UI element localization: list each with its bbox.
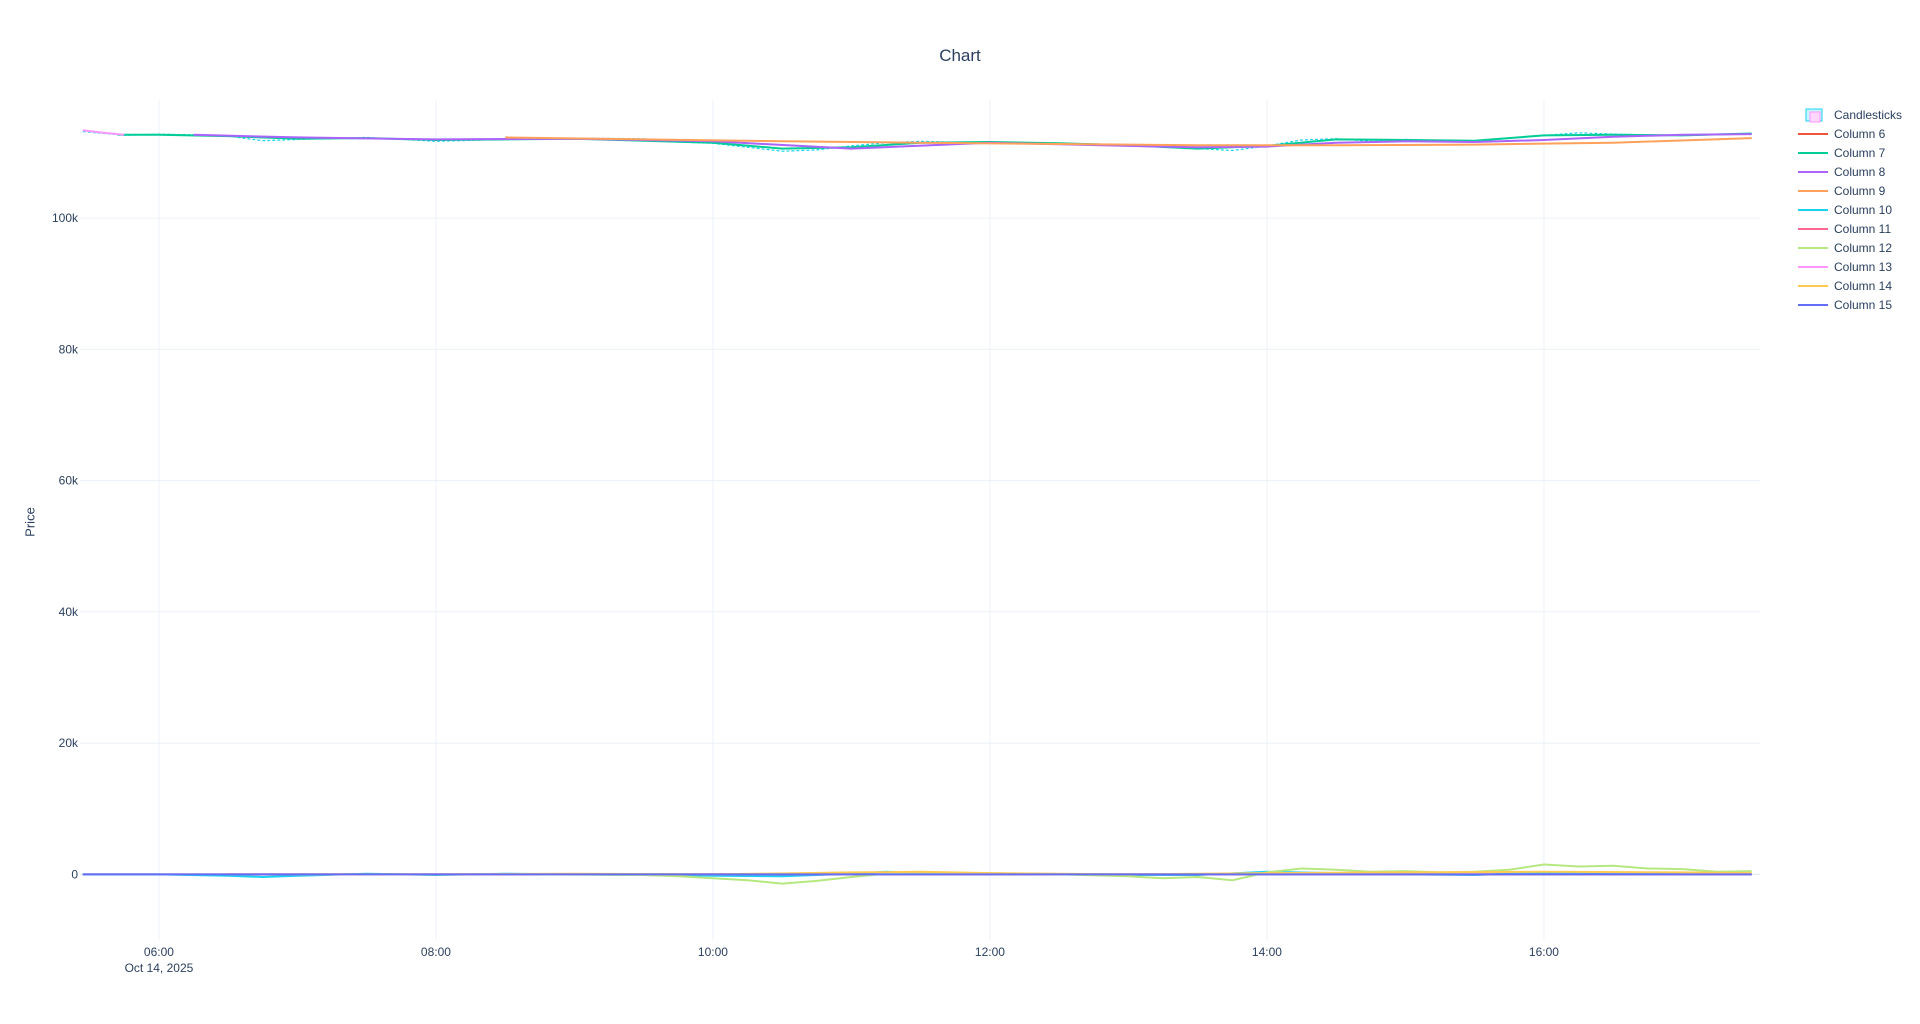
series-layer: [82, 129, 1752, 885]
legend-label: Column 15: [1834, 298, 1892, 312]
x-tick-label: 16:00: [1529, 945, 1559, 959]
legend-item[interactable]: Column 15: [1798, 298, 1892, 312]
x-tick-label: 14:00: [1252, 945, 1282, 959]
legend-item[interactable]: Column 11: [1798, 222, 1891, 236]
y-tick-label: 40k: [59, 605, 79, 619]
legend: Candlesticks Column 6 Column 7 Column 8 Colu…: [1798, 108, 1902, 312]
legend-label: Column 14: [1834, 279, 1892, 293]
legend-label: Column 7: [1834, 146, 1886, 160]
y-tick-label: 0: [71, 867, 78, 881]
series-line-column-13[interactable]: [82, 129, 125, 136]
legend-item[interactable]: Candlesticks: [1805, 108, 1902, 123]
x-tick-label: 10:00: [698, 945, 728, 959]
series-line-column-9[interactable]: [505, 136, 1752, 147]
legend-item[interactable]: Column 6: [1798, 127, 1886, 141]
legend-label: Column 13: [1834, 260, 1892, 274]
x-date-label: Oct 14, 2025: [125, 961, 194, 975]
chart-title: Chart: [939, 46, 981, 65]
legend-item[interactable]: Column 12: [1798, 241, 1892, 255]
legend-item[interactable]: Column 13: [1798, 260, 1892, 274]
legend-label: Column 10: [1834, 203, 1892, 217]
legend-item[interactable]: Column 8: [1798, 165, 1886, 179]
legend-item[interactable]: Column 7: [1798, 146, 1886, 160]
legend-label: Candlesticks: [1834, 108, 1902, 122]
legend-label: Column 11: [1834, 222, 1891, 236]
series-line-column-12[interactable]: [539, 863, 1752, 885]
x-tick-label: 06:00: [144, 945, 174, 959]
grid-layer: [80, 100, 1760, 940]
y-tick-label: 100k: [52, 211, 79, 225]
legend-label: Column 6: [1834, 127, 1886, 141]
y-tick-label: 80k: [59, 342, 79, 356]
legend-label: Column 9: [1834, 184, 1886, 198]
series-line-column-8[interactable]: [193, 133, 1752, 150]
x-tick-label: 12:00: [975, 945, 1005, 959]
legend-item[interactable]: Column 9: [1798, 184, 1886, 198]
legend-label: Column 12: [1834, 241, 1892, 255]
x-tick-label: 08:00: [421, 945, 451, 959]
legend-item[interactable]: Column 10: [1798, 203, 1892, 217]
y-tick-label: 60k: [59, 474, 79, 488]
legend-candlestick-icon-inner: [1809, 111, 1821, 123]
legend-item[interactable]: Column 14: [1798, 279, 1892, 293]
axis-layer: 06:00 Oct 14, 2025 08:00 10:00 12:00 14:00 16:…: [52, 211, 1559, 975]
legend-label: Column 8: [1834, 165, 1886, 179]
y-tick-label: 20k: [59, 736, 79, 750]
